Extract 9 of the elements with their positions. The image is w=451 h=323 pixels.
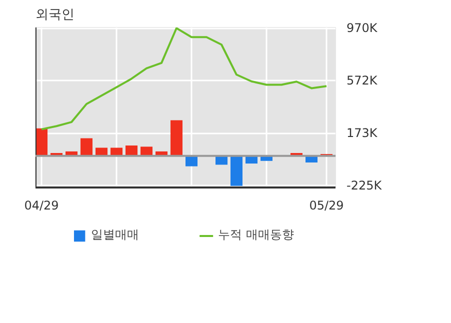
y-tick-label: 970K xyxy=(346,21,378,36)
chart-title: 외국인 xyxy=(36,8,74,22)
y-tick-label: -225K xyxy=(346,178,383,193)
y-tick-label: 572K xyxy=(346,74,378,88)
x-tick-label: 04/29 xyxy=(24,198,59,212)
legend-label: 일별매매 xyxy=(91,226,140,244)
x-tick-label: 05/29 xyxy=(309,198,344,212)
legend-label: 누적 매매동향 xyxy=(218,226,294,244)
y-tick-label: 173K xyxy=(346,126,378,140)
